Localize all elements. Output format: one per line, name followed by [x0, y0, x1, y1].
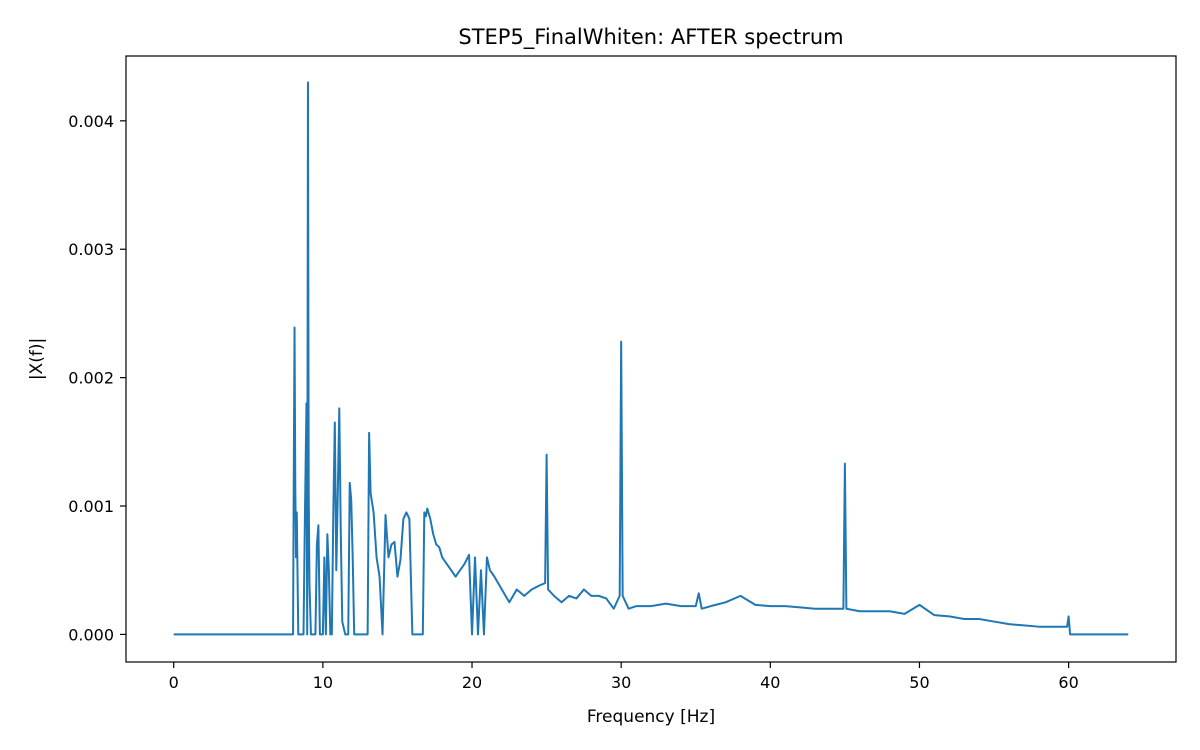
x-tick-label: 60 [1058, 673, 1078, 692]
y-tick-label: 0.002 [68, 369, 114, 388]
y-axis-ticks: 0.000 0.001 0.002 0.003 0.004 [68, 112, 126, 644]
y-tick-label: 0.000 [68, 625, 114, 644]
x-tick-label: 10 [313, 673, 333, 692]
y-tick-label: 0.003 [68, 240, 114, 259]
x-tick-label: 0 [169, 673, 179, 692]
x-tick-label: 20 [462, 673, 482, 692]
x-tick-label: 30 [611, 673, 631, 692]
x-axis-ticks: 0 10 20 30 40 50 60 [169, 662, 1079, 692]
y-axis-label: |X(f)| [27, 338, 47, 380]
spectrum-line-0 [173, 81, 1129, 636]
y-tick-label: 0.004 [68, 112, 114, 131]
x-tick-label: 40 [760, 673, 780, 692]
x-tick-label: 50 [909, 673, 929, 692]
chart-title: STEP5_FinalWhiten: AFTER spectrum [458, 25, 843, 50]
x-axis-label: Frequency [Hz] [587, 707, 715, 727]
series-layer [173, 81, 1129, 636]
y-tick-label: 0.001 [68, 497, 114, 516]
plot-frame [125, 55, 1177, 663]
